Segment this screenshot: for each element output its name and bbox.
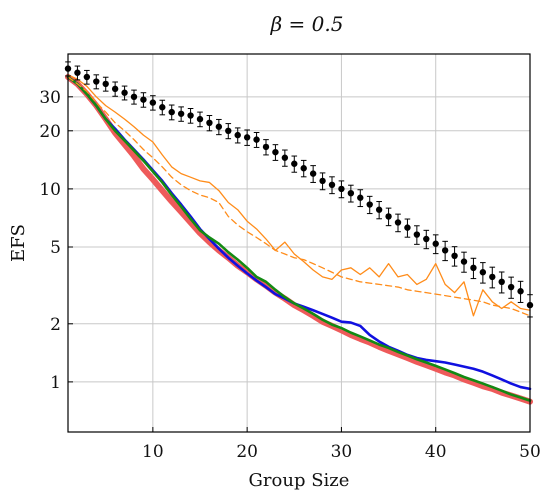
data-point: [404, 224, 411, 231]
data-point: [93, 78, 100, 85]
series-line-red-thick: [65, 74, 533, 405]
data-point: [291, 160, 298, 167]
plot-frame: [67, 53, 531, 433]
y-tick-label: 2: [50, 315, 61, 335]
data-point: [507, 283, 515, 291]
data-point: [479, 269, 487, 276]
y-tick-labels: 1 2 5 10 20 30: [39, 88, 61, 393]
data-point: [187, 112, 194, 119]
data-point: [413, 231, 421, 238]
data-point: [357, 194, 364, 201]
data-point: [206, 119, 213, 127]
data-point: [74, 69, 81, 76]
series-line-blue: [66, 75, 532, 391]
data-point: [111, 85, 119, 93]
series-layer: [64, 61, 534, 405]
y-axis-label: EFS: [8, 224, 29, 262]
series-line-orange-dashed: [67, 76, 531, 317]
data-point: [149, 99, 157, 106]
data-point: [460, 258, 468, 265]
x-tick-label: 50: [519, 442, 541, 462]
data-point: [432, 240, 439, 247]
x-tick-label: 20: [236, 442, 258, 462]
data-point: [243, 134, 251, 141]
data-point: [375, 206, 383, 213]
data-point: [470, 264, 477, 272]
data-point: [121, 89, 128, 96]
data-point: [83, 73, 91, 81]
data-point: [281, 154, 289, 161]
data-point: [338, 185, 345, 193]
data-point: [385, 213, 392, 220]
x-axis-label: Group Size: [249, 470, 350, 491]
data-point: [517, 288, 524, 295]
data-point: [394, 219, 402, 226]
series-line-green: [66, 75, 532, 402]
y-tick-label: 20: [39, 122, 61, 142]
data-point: [196, 115, 204, 123]
data-point: [140, 96, 147, 103]
data-point: [489, 273, 496, 281]
data-point: [366, 201, 373, 208]
data-point: [451, 252, 458, 260]
data-point: [423, 235, 430, 243]
data-point: [300, 165, 307, 172]
data-point: [328, 181, 336, 189]
x-tick-labels: 10 20 30 40 50: [142, 442, 541, 462]
x-tick-label: 30: [331, 442, 353, 462]
y-tick-label: 1: [50, 373, 61, 393]
y-tick-label: 30: [39, 88, 61, 108]
data-point: [168, 108, 175, 116]
series-mean-points: [64, 61, 534, 318]
data-point: [309, 170, 317, 177]
data-point: [347, 189, 355, 197]
data-point: [498, 278, 505, 286]
data-point: [215, 123, 223, 130]
data-point: [262, 143, 270, 151]
chart-title: β = 0.5: [270, 12, 344, 36]
data-point: [102, 80, 109, 88]
data-point: [234, 131, 241, 139]
data-point: [130, 93, 138, 101]
x-tick-label: 40: [425, 442, 447, 462]
y-tick-label: 10: [39, 180, 61, 200]
data-point: [177, 110, 185, 117]
data-point: [319, 177, 326, 185]
series-line-orange-solid: [67, 74, 531, 317]
data-point: [441, 247, 449, 254]
y-tick-label: 5: [50, 238, 61, 258]
data-point: [159, 104, 166, 111]
data-point: [253, 136, 260, 143]
x-tick-label: 10: [142, 442, 164, 462]
data-point: [272, 148, 279, 156]
data-point: [225, 127, 232, 135]
